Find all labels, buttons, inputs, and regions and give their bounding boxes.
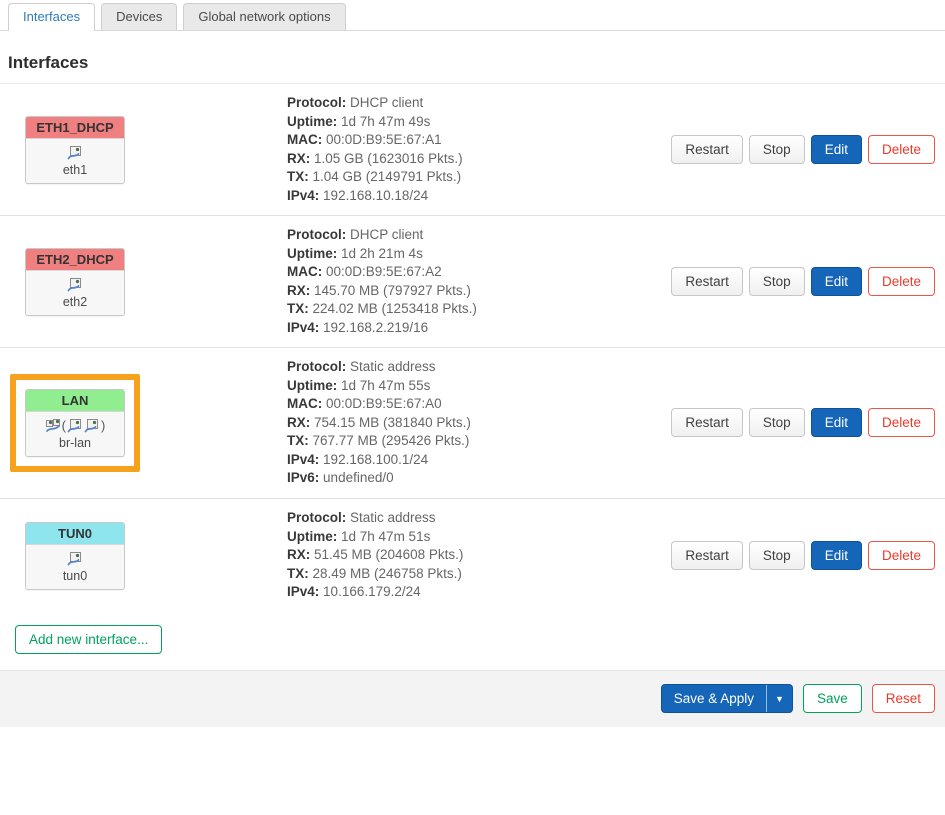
ethernet-icon xyxy=(67,277,81,291)
interface-highlight-frame: TUN0 tun0 xyxy=(10,507,140,605)
ethernet-icon xyxy=(67,145,81,159)
detail-line: Protocol: Static address xyxy=(287,510,436,526)
tab-global-network-options[interactable]: Global network options xyxy=(183,3,346,30)
interface-name-label: ETH1_DHCP xyxy=(26,116,124,139)
stop-button[interactable]: Stop xyxy=(748,267,805,296)
detail-line: IPv4: 192.168.2.219/16 xyxy=(287,319,429,335)
interface-row: TUN0 tun0 Protocol: Static address Uptime… xyxy=(0,499,945,613)
detail-line: RX: 754.15 MB (381840 Pkts.) xyxy=(287,414,471,430)
detail-line: MAC: 00:0D:B9:5E:67:A0 xyxy=(287,396,442,411)
detail-line: Protocol: DHCP client xyxy=(287,95,424,110)
delete-button[interactable]: Delete xyxy=(867,408,935,438)
detail-line: Protocol: Static address xyxy=(287,359,436,374)
save-apply-split-button: Save & Apply ▼ xyxy=(660,684,793,713)
detail-line: MAC: 00:0D:B9:5E:67:A2 xyxy=(287,264,442,279)
interface-row: LAN () br-lan Protocol: Static address Up… xyxy=(0,348,945,499)
interface-name-label: LAN xyxy=(26,389,124,412)
detail-line: TX: 767.77 MB (295426 Pkts.) xyxy=(287,433,470,448)
save-apply-dropdown-caret[interactable]: ▼ xyxy=(766,685,792,712)
restart-button[interactable]: Restart xyxy=(671,267,743,296)
detail-line: Uptime: 1d 7h 47m 55s xyxy=(287,377,431,393)
restart-button[interactable]: Restart xyxy=(671,541,743,570)
save-apply-button[interactable]: Save & Apply xyxy=(673,691,755,706)
interface-details: Protocol: DHCP client Uptime: 1d 2h 21m 4… xyxy=(287,224,671,339)
detail-line: IPv6: undefined/0 xyxy=(287,470,394,485)
ethernet-icon xyxy=(67,418,81,433)
ethernet-icon xyxy=(67,551,81,565)
action-footer: Save & Apply ▼ Save Reset xyxy=(0,669,945,727)
stop-button[interactable]: Stop xyxy=(748,135,805,164)
tab-devices[interactable]: Devices xyxy=(101,3,178,30)
ethernet-icon xyxy=(84,418,98,433)
detail-line: TX: 224.02 MB (1253418 Pkts.) xyxy=(287,301,477,316)
interface-name-label: TUN0 xyxy=(26,522,124,545)
interface-status-box[interactable]: ETH2_DHCP eth2 xyxy=(25,247,125,316)
interface-icons xyxy=(28,550,122,568)
detail-line: Uptime: 1d 2h 21m 4s xyxy=(287,245,423,261)
interface-device-label: br-lan xyxy=(59,435,91,450)
page-header: Interfaces xyxy=(0,31,945,84)
edit-button[interactable]: Edit xyxy=(810,408,862,438)
detail-line: TX: 1.04 GB (2149791 Pkts.) xyxy=(287,169,462,184)
detail-line: Uptime: 1d 7h 47m 49s xyxy=(287,113,431,129)
bridge-icon xyxy=(45,418,60,432)
restart-button[interactable]: Restart xyxy=(671,135,743,164)
delete-button[interactable]: Delete xyxy=(867,541,935,570)
interface-device-label: tun0 xyxy=(62,568,88,583)
interface-icons xyxy=(28,144,122,162)
detail-line: IPv4: 192.168.100.1/24 xyxy=(287,451,429,467)
tab-bar: Interfaces Devices Global network option… xyxy=(0,0,945,31)
edit-button[interactable]: Edit xyxy=(810,541,862,570)
stop-button[interactable]: Stop xyxy=(748,408,805,438)
paren-close: ) xyxy=(101,418,106,434)
detail-line: Uptime: 1d 7h 47m 51s xyxy=(287,528,431,544)
interface-highlight-frame-active: LAN () br-lan xyxy=(10,373,140,472)
tab-interfaces[interactable]: Interfaces xyxy=(8,3,96,31)
interface-details: Protocol: DHCP client Uptime: 1d 7h 47m 4… xyxy=(287,92,671,207)
restart-button[interactable]: Restart xyxy=(671,408,743,438)
delete-button[interactable]: Delete xyxy=(867,267,935,296)
stop-button[interactable]: Stop xyxy=(748,541,805,570)
interface-icons: () xyxy=(28,417,122,435)
edit-button[interactable]: Edit xyxy=(810,135,862,164)
detail-line: RX: 145.70 MB (797927 Pkts.) xyxy=(287,282,471,298)
interface-status-box[interactable]: LAN () br-lan xyxy=(25,388,125,457)
interface-device-label: eth2 xyxy=(62,294,88,309)
interface-details: Protocol: Static address Uptime: 1d 7h 47… xyxy=(287,356,671,490)
page-title: Interfaces xyxy=(8,53,89,72)
detail-line: RX: 1.05 GB (1623016 Pkts.) xyxy=(287,150,463,166)
interface-icons xyxy=(28,276,122,294)
detail-line: Protocol: DHCP client xyxy=(287,227,424,242)
interface-details: Protocol: Static address Uptime: 1d 7h 47… xyxy=(287,507,671,604)
interface-status-box[interactable]: ETH1_DHCP eth1 xyxy=(25,115,125,184)
interface-device-label: eth1 xyxy=(62,162,88,177)
edit-button[interactable]: Edit xyxy=(810,267,862,296)
interface-status-box[interactable]: TUN0 tun0 xyxy=(25,521,125,590)
detail-line: MAC: 00:0D:B9:5E:67:A1 xyxy=(287,132,442,147)
add-new-interface-button[interactable]: Add new interface... xyxy=(15,624,163,654)
reset-button[interactable]: Reset xyxy=(871,684,935,713)
detail-line: TX: 28.49 MB (246758 Pkts.) xyxy=(287,565,462,581)
save-button[interactable]: Save xyxy=(802,684,862,713)
delete-button[interactable]: Delete xyxy=(867,135,935,164)
detail-line: RX: 51.45 MB (204608 Pkts.) xyxy=(287,547,464,563)
interface-list: ETH1_DHCP eth1 Protocol: DHCP client Upti… xyxy=(0,84,945,613)
interface-row: ETH1_DHCP eth1 Protocol: DHCP client Upti… xyxy=(0,84,945,216)
interface-highlight-frame: ETH2_DHCP eth2 xyxy=(10,233,140,331)
detail-line: IPv4: 192.168.10.18/24 xyxy=(287,187,429,203)
interface-row: ETH2_DHCP eth2 Protocol: DHCP client Upti… xyxy=(0,216,945,348)
paren-open: ( xyxy=(61,418,66,434)
detail-line: IPv4: 10.166.179.2/24 xyxy=(287,584,421,600)
interface-name-label: ETH2_DHCP xyxy=(26,248,124,271)
interface-highlight-frame: ETH1_DHCP eth1 xyxy=(10,101,140,199)
